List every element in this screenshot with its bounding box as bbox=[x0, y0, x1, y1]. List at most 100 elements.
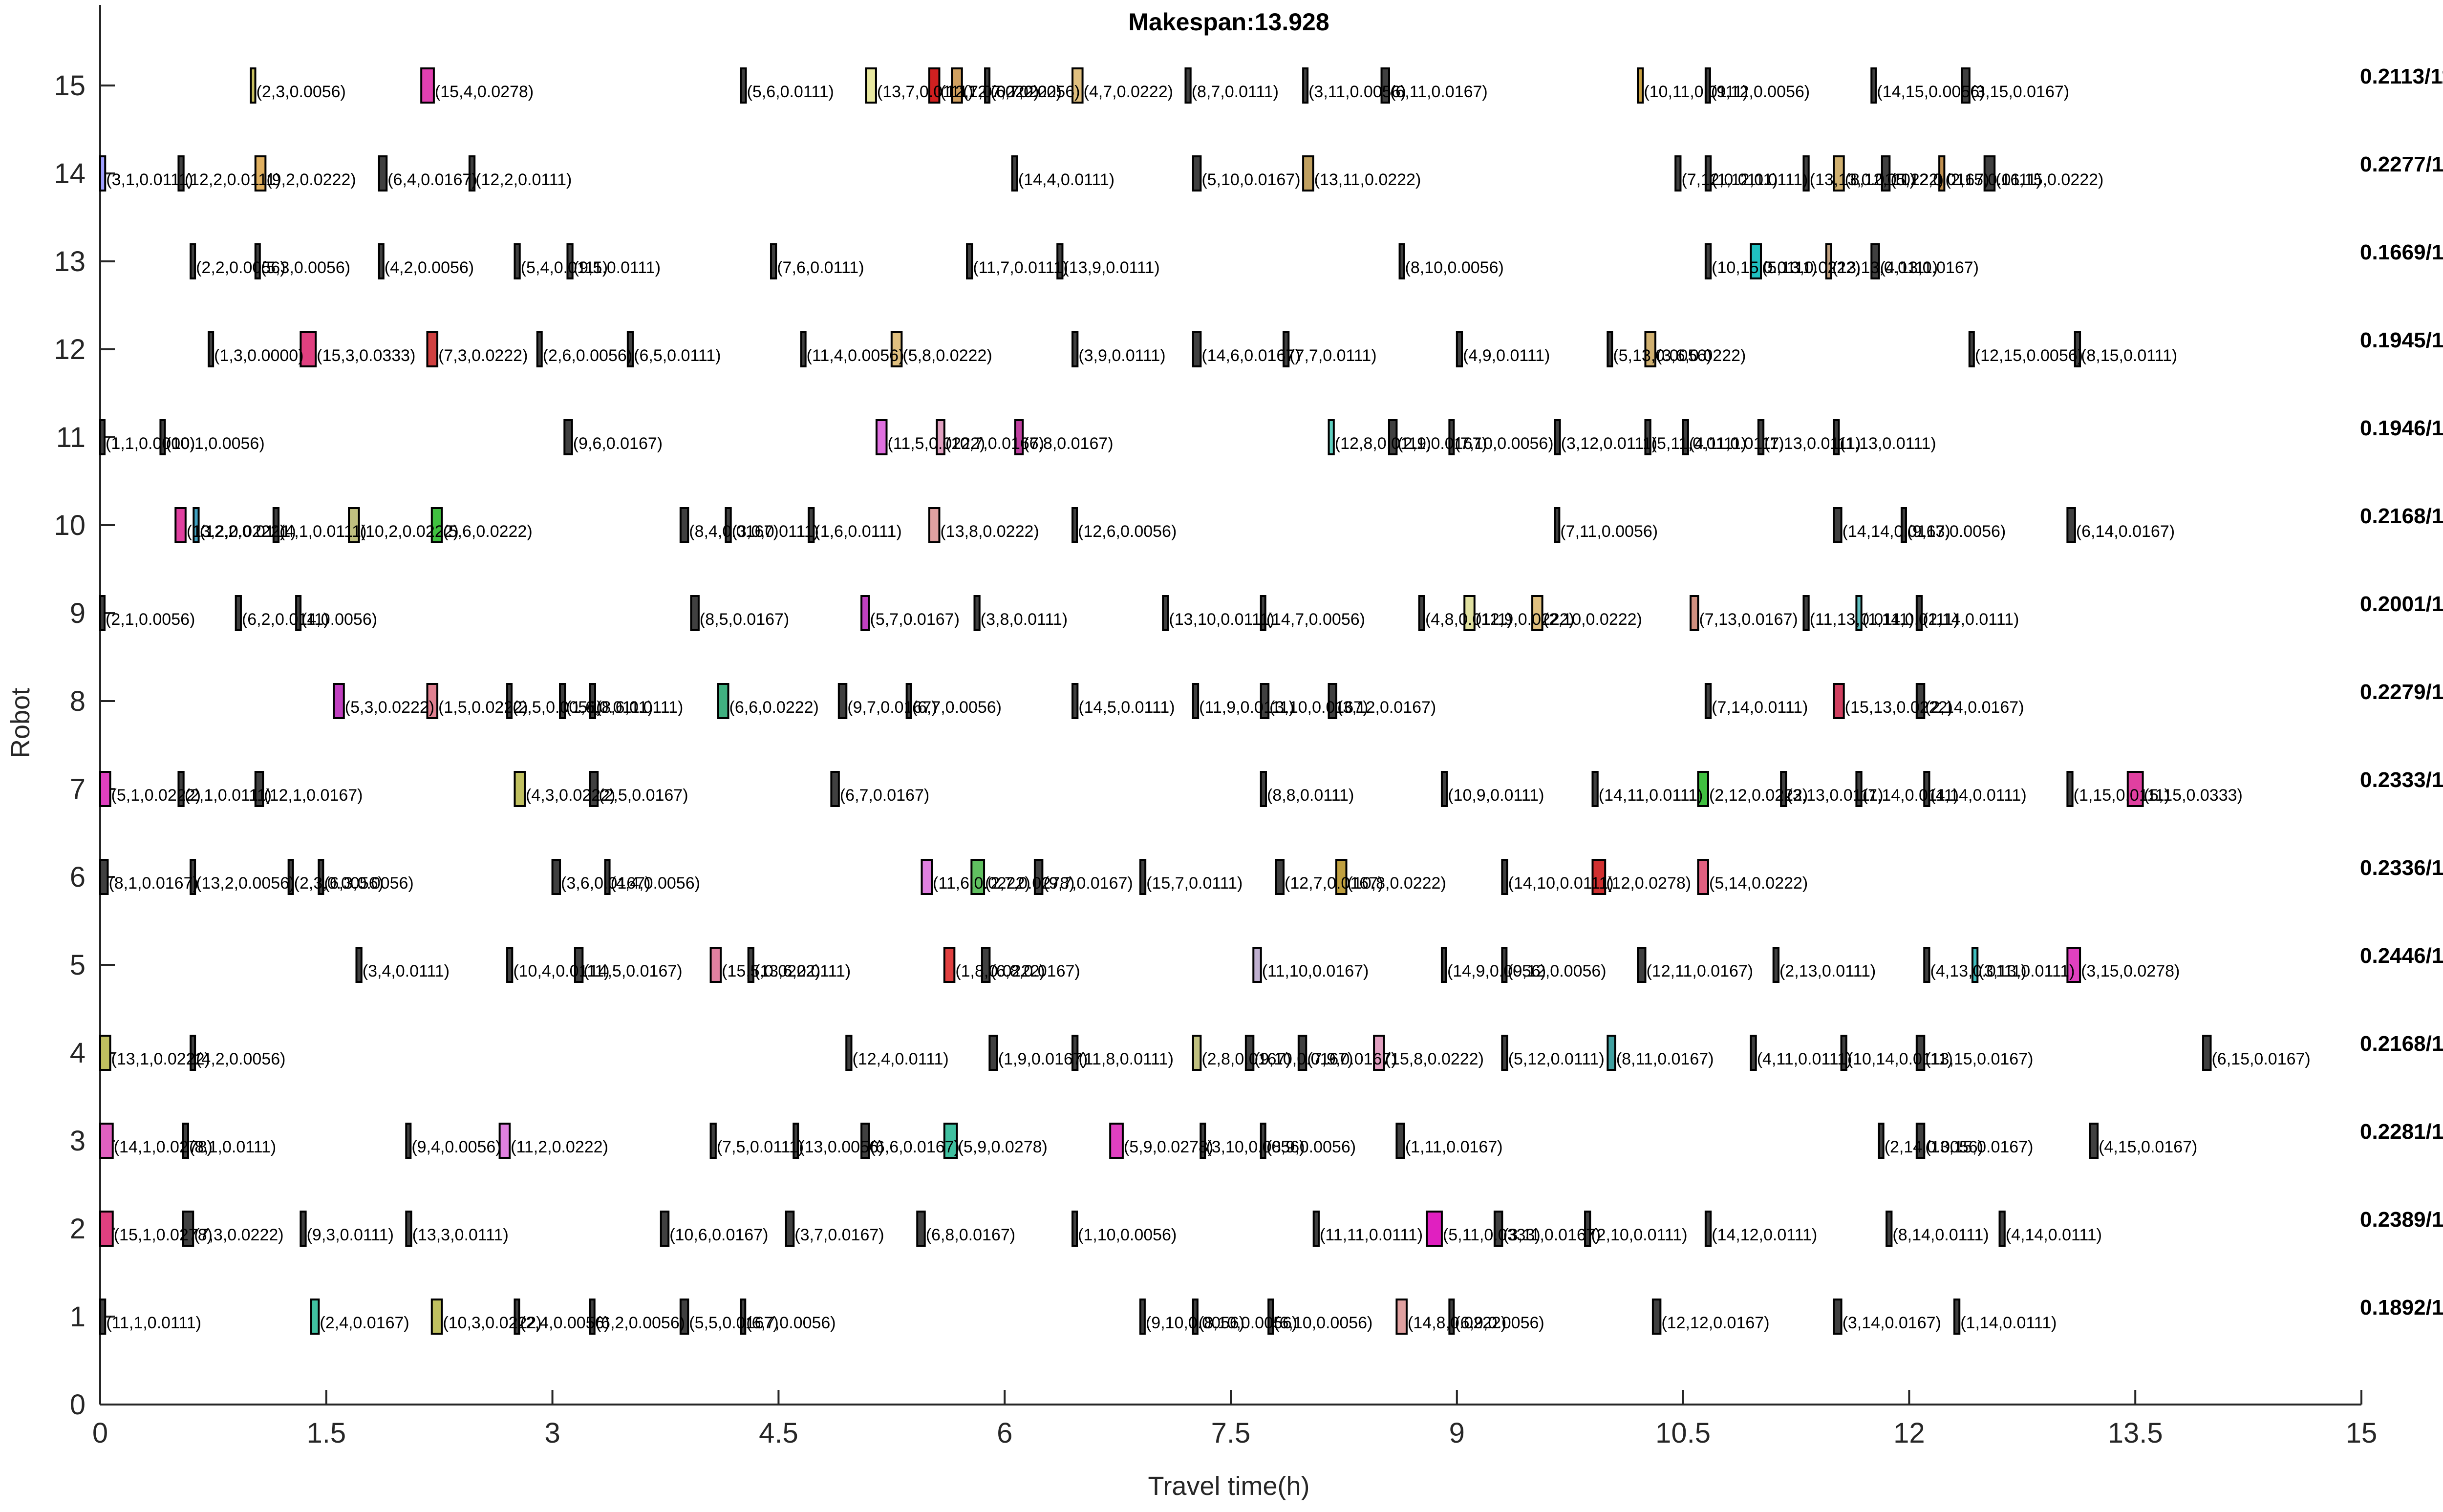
task-bar bbox=[190, 1035, 196, 1071]
task-bar bbox=[916, 1211, 926, 1247]
task-label: (2,6,0.0056) bbox=[543, 346, 632, 365]
task-bar bbox=[1260, 1123, 1266, 1159]
task-label: (5,13,0.0222) bbox=[1762, 258, 1861, 277]
task-bar bbox=[1260, 771, 1267, 807]
task-label: (12,0.0278) bbox=[1606, 874, 1691, 893]
task-label: (4,11,0.0111) bbox=[1757, 1050, 1852, 1068]
task-label: (7,3,0.0222) bbox=[438, 346, 528, 365]
task-bar bbox=[589, 1299, 596, 1335]
task-label: (1,14,0.0111) bbox=[1863, 610, 1959, 629]
task-bar bbox=[709, 1123, 717, 1159]
task-label: (6,9,0.0056) bbox=[1455, 1314, 1544, 1332]
task-label: (5,15,0.0333) bbox=[2144, 786, 2243, 805]
task-label: (13,3,0.0111) bbox=[412, 1226, 509, 1244]
task-label: (2,5,0.0056) bbox=[513, 698, 602, 717]
x-tick-label: 13.5 bbox=[2108, 1417, 2163, 1449]
task-bar bbox=[208, 331, 214, 367]
task-label: (14,5,0.0167) bbox=[583, 962, 682, 980]
task-bar bbox=[1014, 419, 1024, 455]
x-tick-label: 10.5 bbox=[1655, 1417, 1711, 1449]
task-label: (14,9,0.0056) bbox=[1447, 962, 1546, 980]
task-bar bbox=[725, 507, 732, 543]
task-label: (14,4,0.0111) bbox=[1018, 170, 1114, 189]
task-label: (13,11,0.0222) bbox=[1314, 170, 1421, 189]
task-bar bbox=[99, 1299, 107, 1335]
task-bar bbox=[1297, 1035, 1307, 1071]
task-label: (4,9,0.0111) bbox=[1463, 346, 1550, 365]
task-label: (12,11,0.0167) bbox=[1646, 962, 1753, 980]
task-bar bbox=[190, 859, 196, 895]
task-label: (10,9,0.0111) bbox=[1448, 786, 1544, 805]
robot-summary: 0.1946/11.6169 bbox=[2360, 416, 2443, 440]
task-bar bbox=[498, 1123, 511, 1159]
task-bar bbox=[1282, 331, 1290, 367]
task-label: (3,11,0.0167) bbox=[1503, 1226, 1601, 1244]
task-label: (4,8,0.0111) bbox=[1425, 610, 1512, 629]
task-bar bbox=[405, 1123, 412, 1159]
task-label: (5,6,0.0111) bbox=[747, 83, 834, 101]
task-bar bbox=[563, 419, 573, 455]
task-bar bbox=[589, 683, 597, 719]
task-bar bbox=[690, 595, 700, 631]
robot-summary: 0.2333/13.4668 bbox=[2360, 768, 2443, 792]
task-bar bbox=[2202, 1035, 2212, 1071]
task-label: (12,7,0.0222) bbox=[963, 83, 1062, 101]
task-bar bbox=[1584, 1211, 1591, 1247]
task-label: (2,15,0.0111) bbox=[1945, 170, 2041, 189]
task-bar bbox=[99, 1123, 114, 1159]
task-label: (9,4,0.0056) bbox=[411, 1138, 501, 1156]
task-label: (13,13,0.0111) bbox=[1832, 258, 1938, 277]
task-label: (1,15,0.0111) bbox=[2074, 786, 2170, 805]
task-label: (8,1,0.0167) bbox=[108, 874, 198, 893]
task-bar bbox=[1260, 595, 1266, 631]
task-bar bbox=[1780, 771, 1787, 807]
task-bar bbox=[1554, 507, 1561, 543]
task-label: (6,2,0.0056) bbox=[596, 1314, 685, 1332]
task-bar bbox=[1139, 1299, 1146, 1335]
task-label: (9,12,0.0056) bbox=[1507, 962, 1606, 980]
task-bar bbox=[182, 1123, 189, 1159]
task-label: (1,10,0.0056) bbox=[1078, 1226, 1177, 1244]
task-bar bbox=[1388, 419, 1398, 455]
task-label: (12,1,0.0167) bbox=[264, 786, 363, 805]
task-label: (5,11,0.0111) bbox=[1651, 434, 1747, 453]
task-label: (4,14,0.0111) bbox=[2006, 1226, 2102, 1244]
task-bar bbox=[514, 771, 526, 807]
task-label: (2,14,0.0056) bbox=[1885, 1138, 1983, 1156]
task-label: (12,7,0.0167) bbox=[1285, 874, 1383, 893]
y-tick-label: 14 bbox=[54, 158, 86, 190]
task-label: (14,10,0.0111) bbox=[1508, 874, 1614, 893]
task-label: (1,8,0.0222) bbox=[955, 962, 1045, 980]
task-label: (7,10,0.0056) bbox=[1455, 434, 1553, 453]
task-bar bbox=[1591, 859, 1607, 895]
task-bar bbox=[1071, 1211, 1078, 1247]
task-label: (5,12,0.0167) bbox=[1890, 170, 1989, 189]
task-bar bbox=[405, 1211, 412, 1247]
task-bar bbox=[1870, 67, 1877, 104]
task-bar bbox=[1915, 1123, 1926, 1159]
task-bar bbox=[235, 595, 242, 631]
task-bar bbox=[1501, 859, 1508, 895]
task-bar bbox=[1302, 67, 1309, 104]
task-label: (6,4,0.0167) bbox=[387, 170, 477, 189]
task-bar bbox=[1637, 67, 1644, 104]
task-bar bbox=[1704, 243, 1712, 279]
task-label: (8,1,0.0111) bbox=[189, 1138, 276, 1156]
task-bar bbox=[1071, 331, 1079, 367]
x-tick-label: 7.5 bbox=[1211, 1417, 1251, 1449]
robot-summary: 0.2277/12.2391 bbox=[2360, 152, 2443, 176]
task-bar bbox=[679, 507, 689, 543]
task-label: (8,7,0.0111) bbox=[1192, 83, 1279, 101]
x-tick-label: 3 bbox=[544, 1417, 560, 1449]
task-label: (5,11,0.0333) bbox=[1443, 1226, 1541, 1244]
task-label: (1,14,0.0111) bbox=[1960, 1314, 2057, 1332]
task-label: (2,3,0.0056) bbox=[294, 874, 384, 893]
task-bar bbox=[740, 67, 747, 104]
y-tick-label: 2 bbox=[70, 1213, 86, 1245]
task-bar bbox=[1802, 595, 1810, 631]
task-bar bbox=[1192, 1035, 1202, 1071]
task-bar bbox=[99, 1211, 114, 1247]
task-bar bbox=[1833, 683, 1845, 719]
task-bar bbox=[984, 67, 991, 104]
task-label: (15,5,0.0222) bbox=[722, 962, 820, 980]
